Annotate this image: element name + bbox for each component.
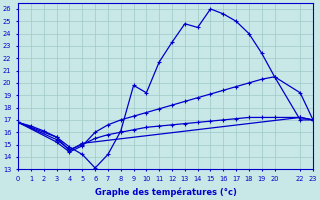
X-axis label: Graphe des températures (°c): Graphe des températures (°c) xyxy=(95,188,236,197)
